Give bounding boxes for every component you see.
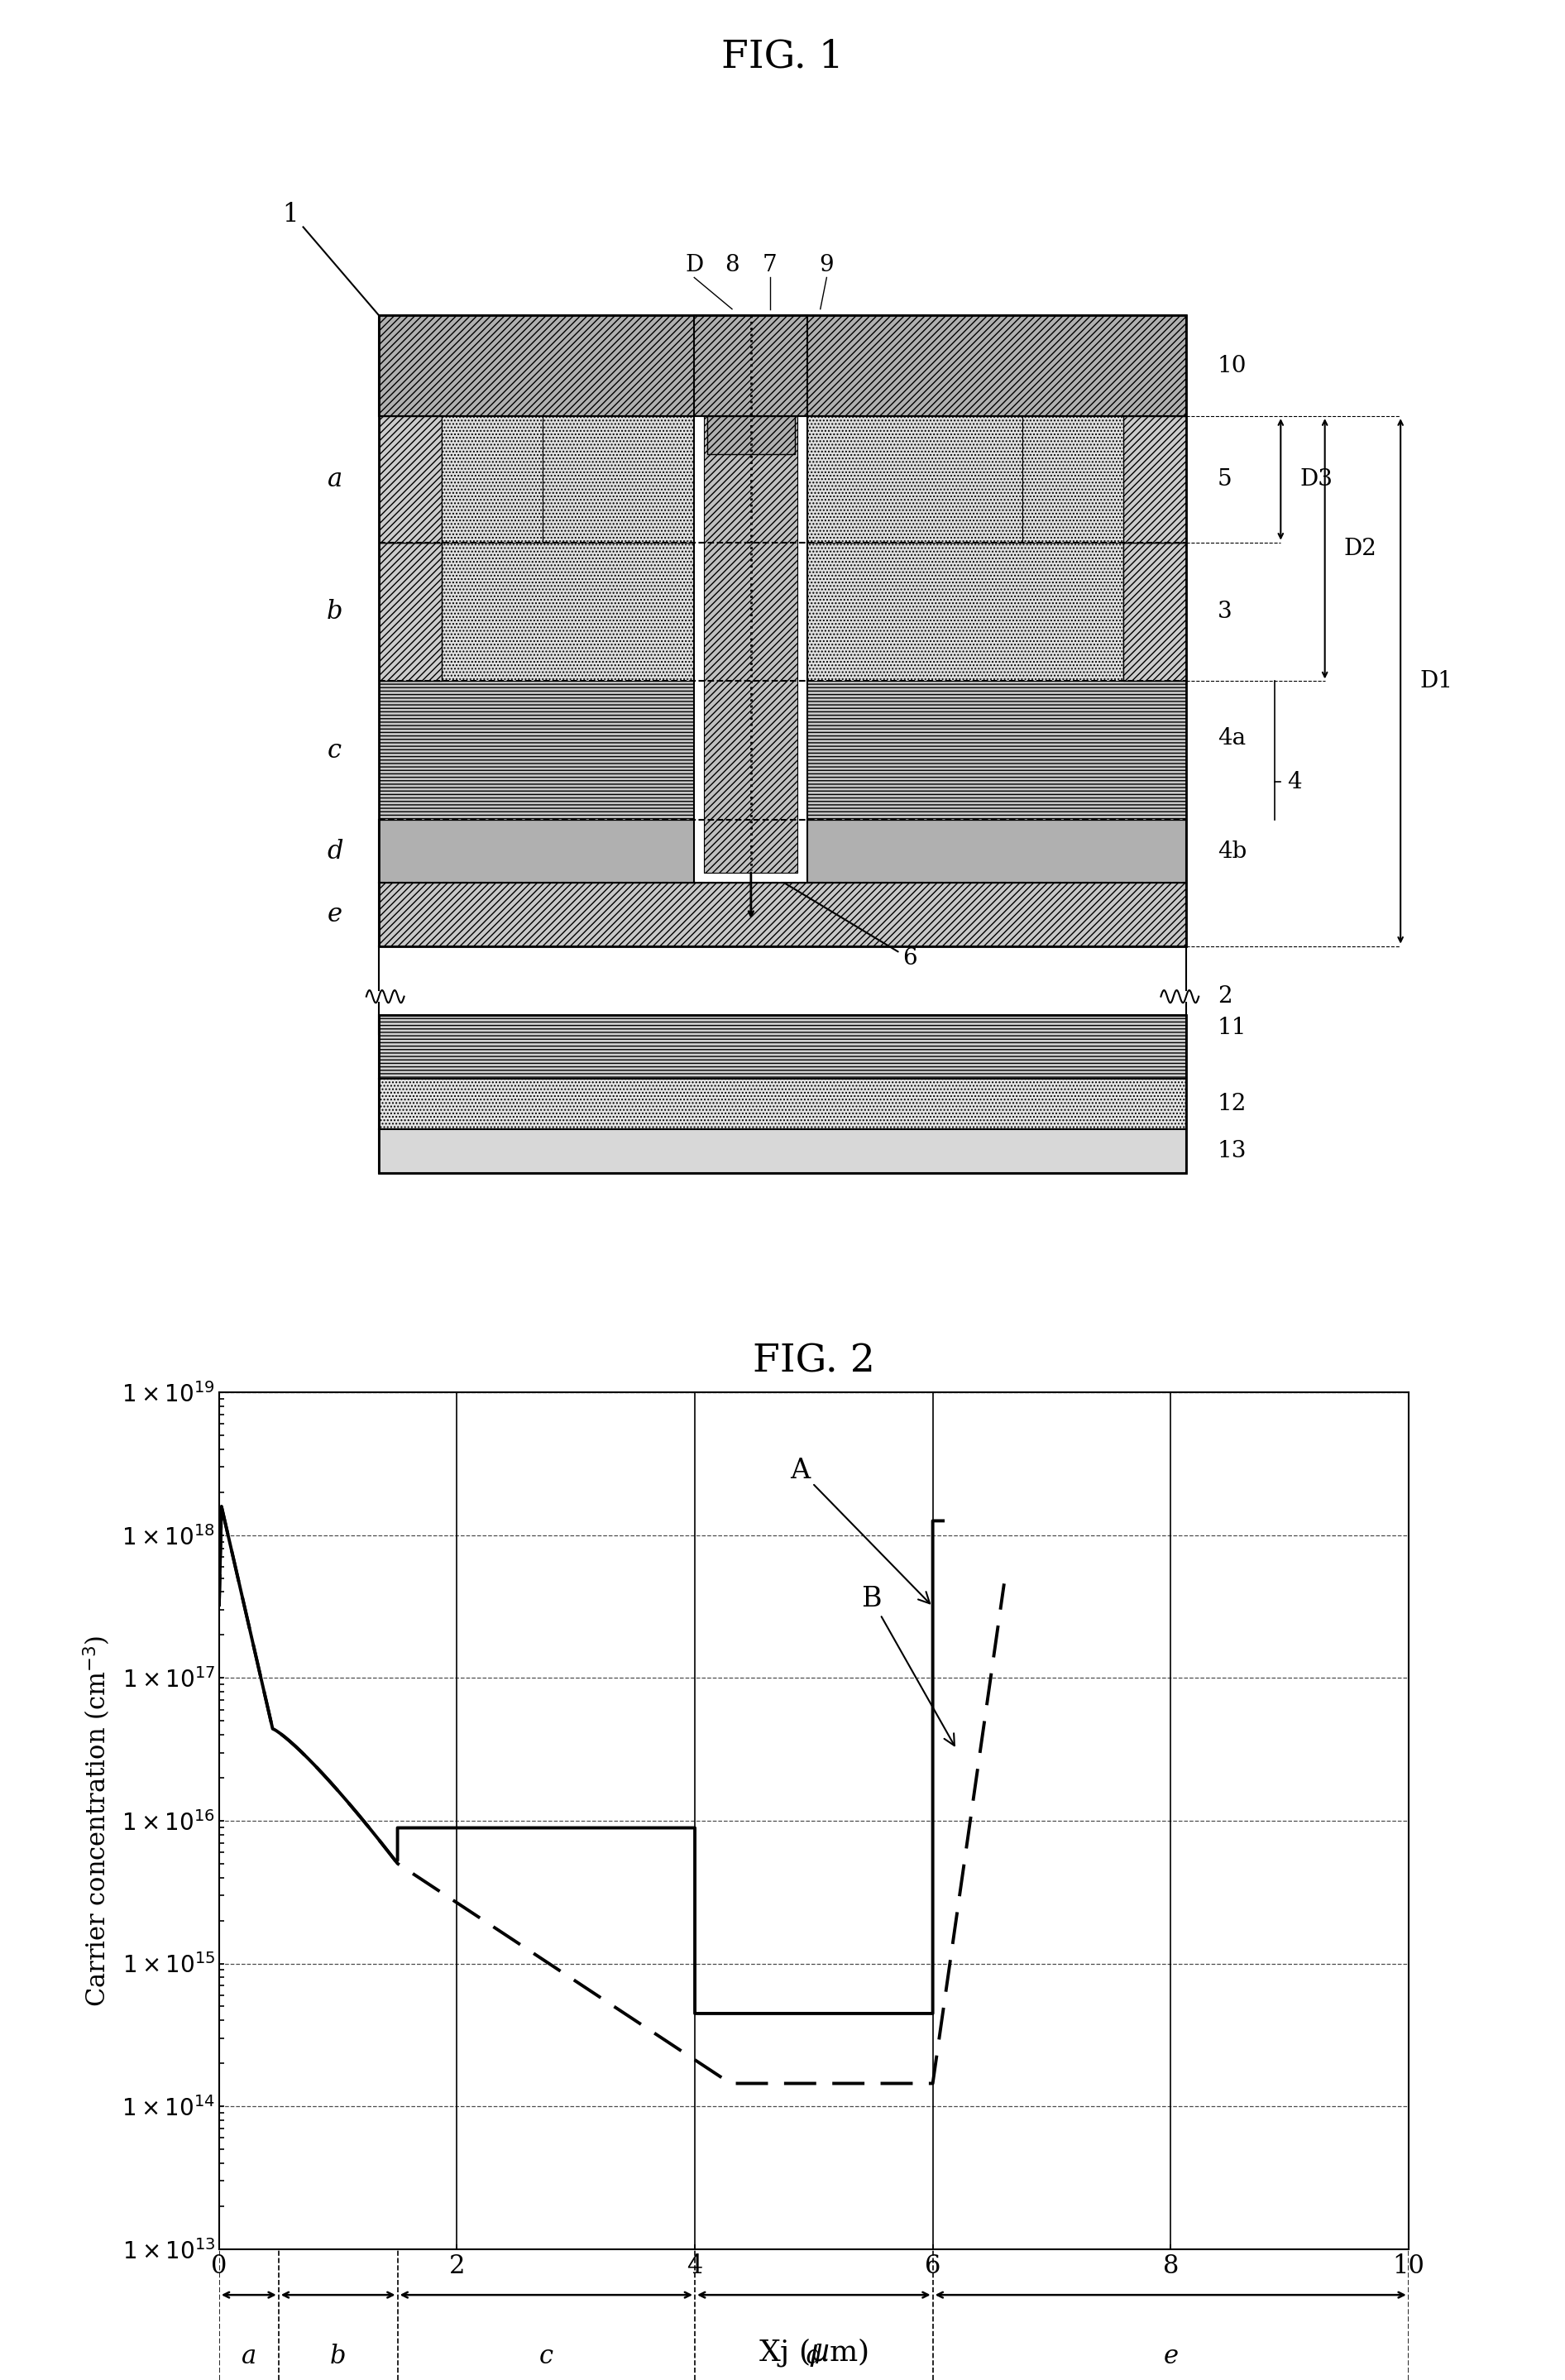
Bar <box>441 416 543 543</box>
Text: 8: 8 <box>725 255 739 276</box>
Bar <box>704 416 798 873</box>
Text: e: e <box>1163 2344 1178 2370</box>
Text: 13: 13 <box>1218 1140 1247 1161</box>
Bar <box>379 314 1186 416</box>
Text: d: d <box>806 2344 822 2370</box>
Title: FIG. 2: FIG. 2 <box>753 1342 875 1380</box>
Text: a: a <box>327 466 343 493</box>
Bar <box>379 314 1186 945</box>
Bar <box>808 416 1022 543</box>
Text: e: e <box>327 902 343 928</box>
Bar <box>1124 543 1186 681</box>
Bar <box>1022 416 1124 543</box>
Bar <box>379 883 1186 945</box>
Bar <box>695 314 808 416</box>
X-axis label: Xj ($\mu$m): Xj ($\mu$m) <box>759 2337 869 2368</box>
Bar <box>379 543 441 681</box>
Text: 4a: 4a <box>1218 726 1246 750</box>
Text: 4b: 4b <box>1218 840 1247 862</box>
Bar <box>695 416 808 883</box>
Text: 4: 4 <box>1286 771 1302 793</box>
Text: 9: 9 <box>820 255 834 276</box>
Text: c: c <box>538 2344 554 2370</box>
Text: D3: D3 <box>1299 469 1333 490</box>
Bar <box>1124 416 1186 543</box>
Text: D: D <box>685 255 703 276</box>
Text: 7: 7 <box>762 255 778 276</box>
Bar <box>707 416 795 455</box>
Text: d: d <box>327 838 343 864</box>
Text: D2: D2 <box>1344 538 1377 559</box>
Text: a: a <box>241 2344 257 2370</box>
Text: 12: 12 <box>1218 1092 1247 1114</box>
Bar <box>808 543 1124 681</box>
Text: 5: 5 <box>1218 469 1232 490</box>
Bar <box>441 543 695 681</box>
Bar <box>379 1128 1186 1173</box>
Bar <box>379 1078 1186 1128</box>
Y-axis label: Carrier concentration (cm$^{-3}$): Carrier concentration (cm$^{-3}$) <box>81 1635 113 2006</box>
Text: c: c <box>327 738 341 764</box>
Text: 3: 3 <box>1218 600 1232 624</box>
Text: 1: 1 <box>283 202 299 226</box>
Bar <box>379 1016 1186 1078</box>
Text: D1: D1 <box>1419 671 1452 693</box>
Text: B: B <box>861 1585 955 1745</box>
Text: FIG. 1: FIG. 1 <box>721 38 844 76</box>
Text: 2: 2 <box>1218 985 1232 1007</box>
Text: 6: 6 <box>767 873 917 969</box>
Bar <box>379 819 1186 883</box>
Text: b: b <box>330 2344 346 2370</box>
Text: 10: 10 <box>1218 355 1247 376</box>
Text: b: b <box>327 600 343 624</box>
Bar <box>543 416 695 543</box>
Bar <box>379 416 441 543</box>
Bar <box>379 681 1186 819</box>
Text: 11: 11 <box>1218 1016 1247 1040</box>
Text: A: A <box>790 1457 930 1604</box>
Bar <box>379 1016 1186 1173</box>
